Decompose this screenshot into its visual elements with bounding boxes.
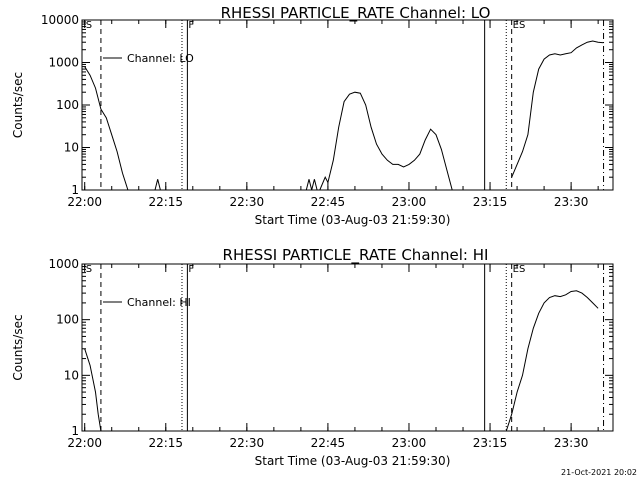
event-label: ES <box>513 20 526 31</box>
legend-label: Channel: HI <box>127 296 191 309</box>
legend-label: Channel: LO <box>127 52 194 65</box>
event-label: F <box>188 20 194 31</box>
series-line <box>505 290 599 432</box>
chart-panel-1: RHESSI PARTICLE_RATE Channel: LO 1 10 100 10… <box>11 4 614 227</box>
x-axis-label: Start Time (03-Aug-03 21:59:30) <box>255 213 451 227</box>
y-tick-label: 1 <box>71 183 79 197</box>
event-label: F <box>188 264 194 275</box>
x-tick-label: 22:00 <box>67 436 102 450</box>
x-tick-label: 23:15 <box>473 436 508 450</box>
x-tick-label: 23:00 <box>392 195 427 209</box>
y-axis-label: Counts/sec <box>11 72 25 138</box>
y-axis-label: Counts/sec <box>11 314 25 380</box>
event-label: S <box>86 20 92 31</box>
x-tick-label: 23:30 <box>554 436 589 450</box>
event-label: S <box>86 264 92 275</box>
x-tick-label: 23:30 <box>554 195 589 209</box>
y-tick-label: 1000 <box>48 56 79 70</box>
chart-panel-2: RHESSI PARTICLE_RATE Channel: HI 1 10 100 10… <box>11 246 614 468</box>
footer-timestamp: 21-Oct-2021 20:02 <box>561 468 637 477</box>
y-tick-label: 1000 <box>48 257 79 271</box>
series-line <box>154 179 161 191</box>
y-tick-label: 100 <box>56 98 79 112</box>
y-tick-label: 10 <box>64 368 79 382</box>
x-tick-label: 23:00 <box>392 436 427 450</box>
x-axis-label: Start Time (03-Aug-03 21:59:30) <box>255 454 451 468</box>
x-tick-label: 22:45 <box>311 436 346 450</box>
series-line <box>319 91 453 191</box>
event-label: ES <box>513 264 526 275</box>
series-line <box>305 179 318 191</box>
series-line <box>84 66 129 191</box>
series-line <box>511 40 604 178</box>
x-tick-label: 22:30 <box>230 195 265 209</box>
chart-title: RHESSI PARTICLE_RATE Channel: HI <box>223 246 489 265</box>
plot-frame <box>81 263 614 432</box>
plot-frame <box>81 19 614 191</box>
y-tick-label: 1 <box>71 424 79 438</box>
y-tick-label: 10 <box>64 141 79 155</box>
x-tick-label: 22:00 <box>67 195 102 209</box>
chart-title: RHESSI PARTICLE_RATE Channel: LO <box>221 4 491 23</box>
x-tick-label: 23:15 <box>473 195 508 209</box>
x-tick-label: 22:15 <box>148 195 183 209</box>
x-tick-label: 22:30 <box>230 436 265 450</box>
y-tick-label: 100 <box>56 313 79 327</box>
x-tick-label: 22:45 <box>311 195 346 209</box>
x-tick-label: 22:15 <box>148 436 183 450</box>
y-tick-label: 10000 <box>41 13 79 27</box>
series-line <box>84 348 102 432</box>
